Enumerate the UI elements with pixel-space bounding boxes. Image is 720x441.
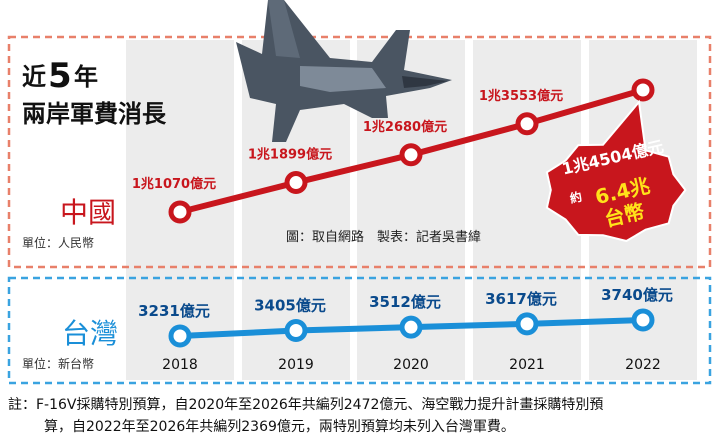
taiwan-point-2018 [168, 324, 192, 348]
chart-title: 近 5 年 兩岸軍費消長 [22, 56, 167, 128]
taiwan-point-2021 [515, 312, 539, 336]
year-label-2020: 2020 [393, 357, 429, 373]
china-point-2018 [168, 200, 192, 224]
footnote-line2: 算，自2022年至2026年共編列2369億元，兩特別預算均未列入台灣軍費。 [44, 419, 515, 435]
taiwan-series-name: 台灣 [62, 317, 118, 350]
china-point-2019 [284, 171, 308, 195]
taiwan-value-label-2019: 3405億元 [254, 297, 326, 315]
taiwan-unit-label: 單位：新台幣 [22, 356, 94, 371]
taiwan-value-label-2022: 3740億元 [601, 286, 673, 304]
x-axis-year-labels: 2018 2019 2020 2021 2022 [162, 357, 661, 373]
year-label-2019: 2019 [278, 357, 314, 373]
footnote-line1: 註：F-16V採購特別預算，自2020年至2026年共編列2472億元、海空戰力… [8, 397, 604, 413]
china-value-label-2021: 1兆3553億元 [479, 88, 563, 104]
footnote: 註：F-16V採購特別預算，自2020年至2026年共編列2472億元、海空戰力… [8, 394, 714, 438]
title-line2: 兩岸軍費消長 [22, 100, 167, 128]
china-value-label-2020: 1兆2680億元 [363, 119, 447, 135]
taiwan-point-2022 [631, 308, 655, 332]
fighter-jet-illustration [236, 0, 452, 142]
china-value-label-2018: 1兆1070億元 [132, 176, 216, 192]
callout-approx-prefix: 約 [568, 189, 583, 206]
title-line1-suffix: 年 [74, 63, 98, 91]
china-series-name: 中國 [60, 196, 116, 229]
taiwan-value-label-2021: 3617億元 [485, 290, 557, 308]
taiwan-point-2019 [284, 319, 308, 343]
callout-burst [545, 99, 687, 243]
title-line1-prefix: 近 [22, 63, 46, 91]
china-panel-border [7, 35, 712, 269]
china-point-2022 [631, 78, 655, 102]
chart-canvas: 近 5 年 兩岸軍費消長 中國 單位：人民幣 1兆1070億元1兆1899億元1… [7, 0, 712, 385]
image-credit: 圖：取自網路 製表：記者吳書緯 [286, 229, 481, 245]
year-label-2022: 2022 [625, 357, 661, 373]
title-line1-number: 5 [48, 56, 72, 96]
year-label-2021: 2021 [509, 357, 545, 373]
china-point-2020 [399, 143, 423, 167]
year-label-2018: 2018 [162, 357, 198, 373]
china-unit-label: 單位：人民幣 [22, 235, 94, 250]
china-point-2021 [515, 112, 539, 136]
taiwan-series: 3231億元 3405億元 3512億元 3617億元 3740億元 [138, 286, 673, 348]
taiwan-value-label-2018: 3231億元 [138, 302, 210, 320]
taiwan-panel-border [7, 276, 712, 385]
china-series: 1兆1070億元 1兆1899億元 1兆2680億元 1兆3553億元 [132, 78, 655, 224]
taiwan-value-label-2020: 3512億元 [369, 293, 441, 311]
china-value-label-2019: 1兆1899億元 [248, 147, 332, 163]
taiwan-point-2020 [399, 315, 423, 339]
